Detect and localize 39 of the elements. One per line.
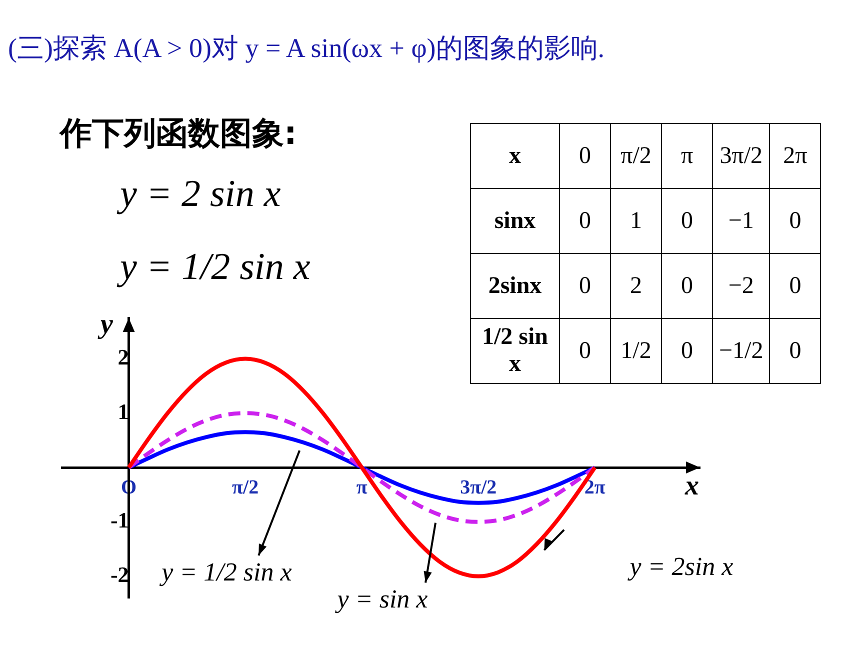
text: x: [470, 124, 560, 188]
y-tick-label: 1: [118, 398, 129, 424]
text: 0: [662, 188, 712, 254]
x-tick-label: 2π: [584, 476, 606, 499]
annotation: 0: [662, 318, 712, 384]
annotation: 0: [560, 318, 610, 384]
y-tick-label: -1: [110, 508, 129, 533]
text: 0: [662, 254, 712, 318]
text: 2sinx: [470, 254, 560, 318]
text: sinx: [470, 188, 560, 254]
text: π/2: [610, 124, 662, 188]
text: π: [662, 124, 712, 188]
text: 2π: [770, 124, 821, 188]
x-tick-label: 3π/2: [460, 476, 497, 499]
text: −1/2: [712, 318, 770, 384]
text: 2: [610, 254, 662, 318]
text: 作下列函数图象:: [60, 113, 297, 154]
chart-title: (三)探索 A(A > 0)对 y = A sin(ωx + φ)的图象的影响.: [8, 32, 605, 65]
text: −1: [712, 188, 770, 254]
x-axis-title: x: [684, 470, 699, 502]
text: 0: [770, 188, 821, 254]
text: y = 1/2 sin x: [158, 557, 292, 586]
text: y = 2sin x: [626, 552, 734, 581]
annotation: 1/2 sin x: [470, 318, 560, 384]
text: 3π/2: [712, 124, 770, 188]
text: y = sin x: [334, 584, 428, 614]
y-tick-label: 2: [118, 344, 129, 370]
text: 0: [770, 254, 821, 318]
text: 0: [560, 254, 610, 318]
y-tick-label: -2: [110, 562, 129, 587]
y-axis-title: y: [98, 309, 114, 340]
x-tick-label: π/2: [232, 476, 259, 499]
text: 1: [610, 188, 662, 254]
text: 0: [560, 188, 610, 254]
annotation: 1/2: [610, 318, 662, 384]
text: 0: [770, 318, 821, 384]
text: 0: [560, 124, 610, 188]
text: −2: [712, 254, 770, 318]
x-tick-label: π: [356, 476, 368, 499]
